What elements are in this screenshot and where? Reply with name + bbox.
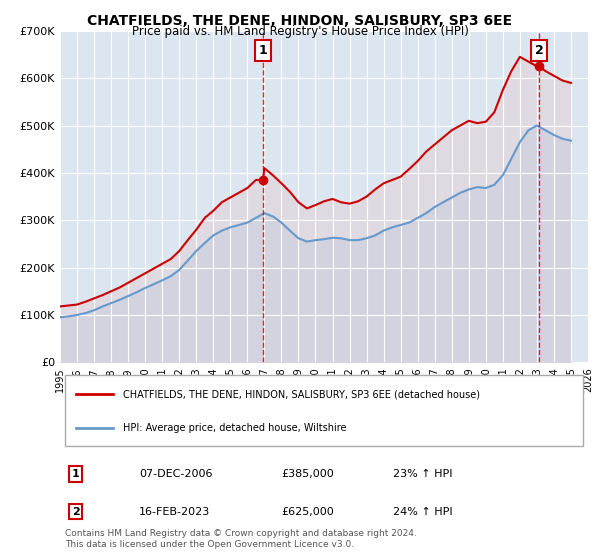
- FancyBboxPatch shape: [65, 375, 583, 446]
- Text: 1: 1: [72, 469, 80, 479]
- Text: £625,000: £625,000: [282, 506, 335, 516]
- Text: CHATFIELDS, THE DENE, HINDON, SALISBURY, SP3 6EE (detached house): CHATFIELDS, THE DENE, HINDON, SALISBURY,…: [124, 389, 481, 399]
- Text: Contains HM Land Registry data © Crown copyright and database right 2024.
This d: Contains HM Land Registry data © Crown c…: [65, 529, 417, 549]
- Text: Price paid vs. HM Land Registry's House Price Index (HPI): Price paid vs. HM Land Registry's House …: [131, 25, 469, 38]
- Text: 07-DEC-2006: 07-DEC-2006: [139, 469, 212, 479]
- Text: £385,000: £385,000: [282, 469, 335, 479]
- Text: 2: 2: [535, 44, 544, 57]
- Text: 16-FEB-2023: 16-FEB-2023: [139, 506, 211, 516]
- Text: 24% ↑ HPI: 24% ↑ HPI: [392, 506, 452, 516]
- Text: HPI: Average price, detached house, Wiltshire: HPI: Average price, detached house, Wilt…: [124, 423, 347, 432]
- Text: CHATFIELDS, THE DENE, HINDON, SALISBURY, SP3 6EE: CHATFIELDS, THE DENE, HINDON, SALISBURY,…: [88, 14, 512, 28]
- Text: 2: 2: [72, 506, 80, 516]
- Text: 1: 1: [259, 44, 268, 57]
- Text: 23% ↑ HPI: 23% ↑ HPI: [392, 469, 452, 479]
